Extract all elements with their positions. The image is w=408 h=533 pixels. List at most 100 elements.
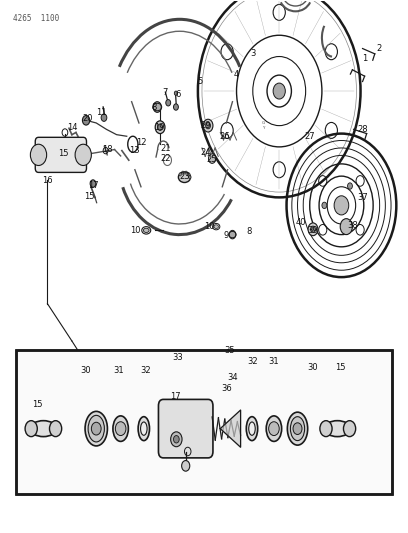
Circle shape	[334, 196, 349, 215]
Text: 15: 15	[58, 149, 68, 158]
Text: 15: 15	[32, 400, 42, 409]
Text: 16: 16	[42, 176, 53, 185]
Circle shape	[90, 180, 96, 187]
Text: 4: 4	[234, 70, 239, 78]
Text: 35: 35	[224, 346, 235, 355]
FancyBboxPatch shape	[158, 399, 213, 458]
Ellipse shape	[214, 225, 218, 229]
Ellipse shape	[324, 421, 350, 437]
Text: 27: 27	[304, 132, 315, 141]
Circle shape	[182, 171, 184, 174]
Text: 8: 8	[246, 228, 251, 237]
Circle shape	[82, 116, 90, 125]
Circle shape	[171, 432, 182, 447]
Circle shape	[182, 461, 190, 471]
Circle shape	[115, 422, 126, 435]
Text: 33: 33	[172, 353, 183, 362]
Text: 13: 13	[129, 146, 140, 155]
Circle shape	[188, 173, 190, 176]
Text: 28: 28	[357, 125, 368, 134]
Circle shape	[308, 223, 318, 236]
Circle shape	[185, 171, 187, 174]
Bar	[16, 351, 392, 494]
Text: G
Y: G Y	[262, 122, 264, 130]
Circle shape	[268, 422, 279, 435]
Text: 7: 7	[163, 87, 168, 96]
Text: 6: 6	[175, 90, 180, 99]
Text: 12: 12	[136, 138, 146, 147]
Ellipse shape	[85, 411, 107, 446]
Text: 36: 36	[221, 384, 232, 393]
Text: 37: 37	[357, 193, 368, 202]
Text: 2: 2	[376, 44, 381, 53]
Circle shape	[153, 102, 161, 112]
Ellipse shape	[138, 417, 149, 441]
Text: 34: 34	[227, 373, 238, 382]
Text: 32: 32	[140, 366, 151, 375]
Ellipse shape	[246, 417, 258, 441]
Text: 1: 1	[362, 54, 367, 62]
Text: 26: 26	[219, 132, 230, 141]
Circle shape	[166, 100, 171, 106]
Circle shape	[348, 183, 353, 189]
Circle shape	[25, 421, 37, 437]
Text: 9: 9	[224, 231, 229, 240]
Text: 40: 40	[295, 219, 306, 228]
Circle shape	[229, 230, 236, 239]
Text: 10: 10	[130, 226, 140, 235]
Circle shape	[101, 114, 107, 122]
Text: 23: 23	[179, 172, 190, 181]
Circle shape	[173, 435, 179, 443]
Circle shape	[348, 222, 353, 228]
Circle shape	[344, 421, 356, 437]
FancyBboxPatch shape	[35, 138, 86, 172]
Circle shape	[208, 154, 216, 164]
Text: 11: 11	[96, 108, 107, 117]
Text: 30: 30	[308, 363, 318, 372]
Text: 19: 19	[154, 123, 164, 132]
Ellipse shape	[113, 416, 129, 441]
Ellipse shape	[178, 172, 191, 182]
Circle shape	[206, 123, 211, 129]
Bar	[16, 351, 392, 494]
Circle shape	[322, 202, 327, 208]
Circle shape	[157, 124, 162, 131]
Text: 18: 18	[102, 145, 113, 154]
Circle shape	[75, 144, 91, 165]
Circle shape	[155, 121, 165, 134]
Circle shape	[30, 144, 47, 165]
Ellipse shape	[144, 228, 149, 232]
Ellipse shape	[88, 415, 104, 442]
Polygon shape	[220, 410, 241, 447]
Circle shape	[320, 421, 332, 437]
Ellipse shape	[287, 412, 308, 445]
Text: 15: 15	[84, 192, 95, 201]
Circle shape	[179, 173, 182, 176]
Text: 20: 20	[83, 114, 93, 123]
Circle shape	[188, 175, 191, 179]
Text: 17: 17	[88, 181, 99, 190]
Text: 25: 25	[206, 155, 217, 164]
Text: 15: 15	[335, 363, 346, 372]
Text: 30: 30	[81, 366, 91, 375]
Text: 5: 5	[197, 77, 202, 86]
Circle shape	[273, 83, 285, 99]
Ellipse shape	[290, 417, 305, 441]
Circle shape	[174, 91, 177, 95]
Text: 31: 31	[113, 366, 124, 375]
Circle shape	[340, 219, 353, 235]
Ellipse shape	[266, 416, 282, 441]
Text: 29: 29	[201, 121, 211, 130]
Text: 24: 24	[201, 148, 211, 157]
Text: 22: 22	[160, 154, 171, 163]
Text: 8: 8	[152, 102, 157, 111]
Text: 32: 32	[248, 357, 258, 366]
Circle shape	[310, 226, 315, 232]
Circle shape	[173, 104, 178, 110]
Text: 39: 39	[308, 226, 318, 235]
Circle shape	[293, 423, 302, 434]
Text: 10: 10	[204, 222, 215, 231]
Text: 38: 38	[347, 221, 358, 230]
Text: 17: 17	[170, 392, 181, 401]
Circle shape	[91, 422, 101, 435]
